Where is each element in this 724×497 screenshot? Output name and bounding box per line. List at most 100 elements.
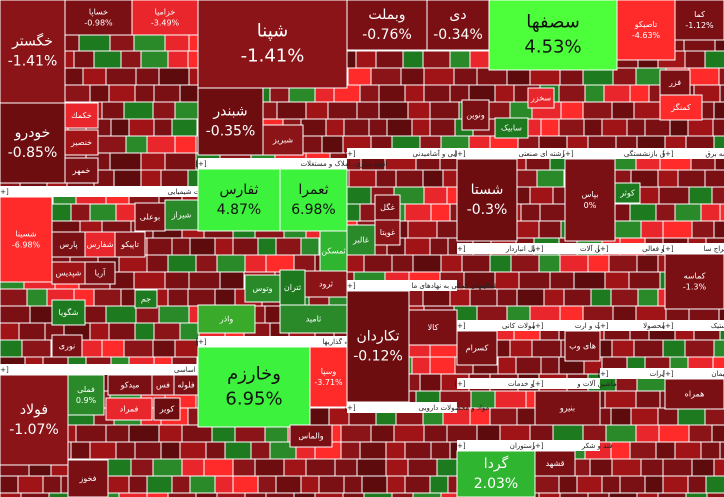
stock-tile-bg xyxy=(153,397,181,421)
small-tile xyxy=(134,441,162,460)
stock-tile: سخزر xyxy=(527,87,555,109)
small-tile xyxy=(640,458,664,477)
small-tile xyxy=(305,101,329,120)
small-tile xyxy=(576,475,603,494)
small-tile xyxy=(446,424,478,443)
small-tile xyxy=(688,67,720,86)
small-tile xyxy=(378,101,409,120)
stock-name: بپاس xyxy=(582,190,599,199)
small-tile xyxy=(363,254,393,273)
small-tile xyxy=(636,254,659,273)
small-tile xyxy=(476,67,508,86)
stock-tile: خکمك xyxy=(64,102,99,129)
small-tile xyxy=(706,492,724,497)
stock-tile-bg xyxy=(134,202,166,232)
stock-tile-bg xyxy=(0,196,53,283)
small-tile xyxy=(469,288,498,307)
small-tile xyxy=(590,288,612,307)
small-tile xyxy=(146,237,173,256)
stock-name: فلوله xyxy=(177,381,195,390)
small-tile xyxy=(130,458,154,477)
section-header-bg xyxy=(0,186,198,197)
stock-tile: شپدیس xyxy=(51,261,86,285)
stock-tile: فزر xyxy=(659,69,691,96)
stock-name: کماسه xyxy=(684,271,706,280)
small-tile xyxy=(637,288,659,307)
small-tile xyxy=(662,339,686,358)
small-tile xyxy=(499,424,531,443)
stock-change: -1.41% xyxy=(8,53,58,69)
small-tile xyxy=(657,169,679,188)
small-tile xyxy=(684,339,715,358)
stock-tile: آریا xyxy=(84,261,116,285)
section-header: محصولات غذایی و آشامیدنی xyxy=(413,149,496,158)
stock-tile-bg xyxy=(51,334,83,358)
stock-tile: نوری xyxy=(51,334,83,358)
small-tile xyxy=(640,220,664,239)
stock-tile: کمنگز xyxy=(659,94,703,121)
section-header-bg xyxy=(457,440,535,451)
small-tile xyxy=(125,135,148,154)
small-tile xyxy=(82,305,107,324)
stock-tile-bg xyxy=(197,0,348,89)
stock-tile: شبندر -0.35% xyxy=(197,87,264,156)
small-tile xyxy=(674,203,702,222)
stock-tile: ثفارس 4.87% xyxy=(197,168,281,232)
small-tile xyxy=(489,407,518,426)
small-tile xyxy=(393,424,425,443)
stock-tile-bg xyxy=(614,182,641,204)
small-tile xyxy=(216,492,246,497)
small-tile xyxy=(713,135,724,154)
small-tile xyxy=(108,84,136,103)
small-tile xyxy=(368,118,388,137)
stock-tile-bg xyxy=(279,168,348,232)
small-tile xyxy=(704,50,724,69)
stock-tile: شسینا -6.98% xyxy=(0,196,53,283)
small-tile xyxy=(118,492,148,497)
small-tile xyxy=(391,254,414,273)
small-tile xyxy=(375,169,397,188)
small-tile xyxy=(224,441,252,460)
small-tile xyxy=(601,475,621,494)
small-tile xyxy=(423,84,451,103)
small-tile xyxy=(558,84,586,103)
small-tile xyxy=(407,458,438,477)
small-tile xyxy=(89,441,117,460)
small-tile xyxy=(82,67,107,86)
stock-name: تکاردان xyxy=(356,329,399,345)
small-tile xyxy=(171,237,191,256)
small-tile xyxy=(558,475,578,494)
stock-change: -1.07% xyxy=(9,422,59,438)
small-tile xyxy=(691,220,715,239)
stock-tile-bg xyxy=(197,304,256,334)
small-tile xyxy=(633,101,664,120)
stock-tile: شپنا -1.41% xyxy=(197,0,348,89)
small-tile xyxy=(167,254,197,273)
small-tile xyxy=(658,186,690,205)
small-tile xyxy=(687,475,707,494)
stock-name: ثمسکن xyxy=(321,247,346,256)
expand-marker: [+] xyxy=(195,338,207,346)
small-tile xyxy=(370,67,402,86)
section-header-bg xyxy=(535,320,600,331)
section-header: عرضه برق xyxy=(705,150,724,158)
small-tile xyxy=(531,339,562,358)
stock-name: شسینا xyxy=(15,229,36,238)
small-tile xyxy=(429,118,456,137)
small-tile xyxy=(134,84,155,103)
stock-change: 4.87% xyxy=(217,202,261,218)
small-tile xyxy=(18,322,46,341)
small-tile xyxy=(93,50,122,69)
small-tile xyxy=(711,424,724,443)
small-tile xyxy=(89,84,110,103)
stock-tile-bg xyxy=(134,289,158,309)
small-tile xyxy=(250,441,271,460)
stock-tile: فس xyxy=(151,374,175,396)
small-tile xyxy=(140,50,169,69)
small-tile xyxy=(719,84,724,103)
stock-tile-bg xyxy=(659,69,691,96)
section-header: سرمایه گذاریها xyxy=(322,337,365,346)
small-tile xyxy=(573,271,606,290)
small-tile xyxy=(146,492,169,497)
expand-marker: [+] xyxy=(344,282,356,290)
